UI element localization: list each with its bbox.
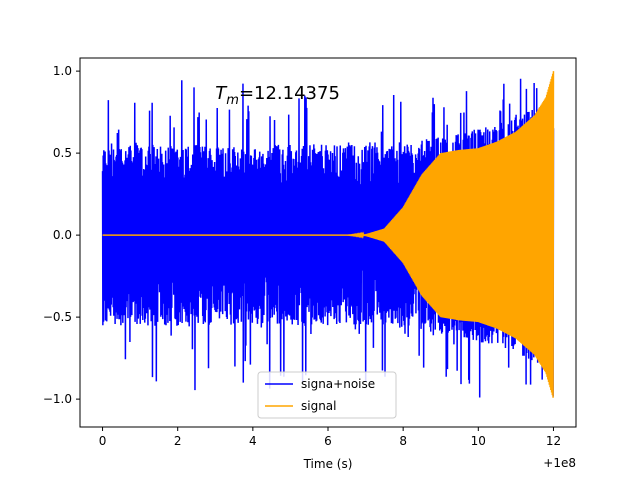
y-tick-label: 0.0 xyxy=(53,228,72,242)
x-tick-label: 10 xyxy=(471,434,486,448)
legend-label-signa-noise: signa+noise xyxy=(301,377,375,391)
x-tick-label: 4 xyxy=(249,434,257,448)
x-offset-label: +1e8 xyxy=(543,456,576,470)
plot-area xyxy=(101,71,555,398)
annotation-prefix: T xyxy=(215,83,228,104)
tm-annotation: Tm=12.14375 xyxy=(215,83,340,108)
legend: signa+noise signal xyxy=(257,371,397,419)
x-axis: 0 2 4 6 8 10 12 xyxy=(99,427,561,448)
y-tick-label: −0.5 xyxy=(43,310,72,324)
x-tick-label: 12 xyxy=(546,434,561,448)
y-tick-label: −1.0 xyxy=(43,392,72,406)
annotation-value: =12.14375 xyxy=(239,83,340,104)
x-tick-label: 6 xyxy=(324,434,332,448)
x-tick-label: 8 xyxy=(399,434,407,448)
annotation-subscript: m xyxy=(226,93,239,108)
legend-label-signal: signal xyxy=(301,399,337,413)
y-tick-label: 0.5 xyxy=(53,146,72,160)
x-axis-label: Time (s) xyxy=(303,457,353,471)
series-signal xyxy=(102,71,555,398)
y-tick-label: 1.0 xyxy=(53,64,72,78)
x-tick-label: 0 xyxy=(99,434,107,448)
y-axis: −1.0 −0.5 0.0 0.5 1.0 xyxy=(43,64,80,406)
x-tick-label: 2 xyxy=(174,434,182,448)
